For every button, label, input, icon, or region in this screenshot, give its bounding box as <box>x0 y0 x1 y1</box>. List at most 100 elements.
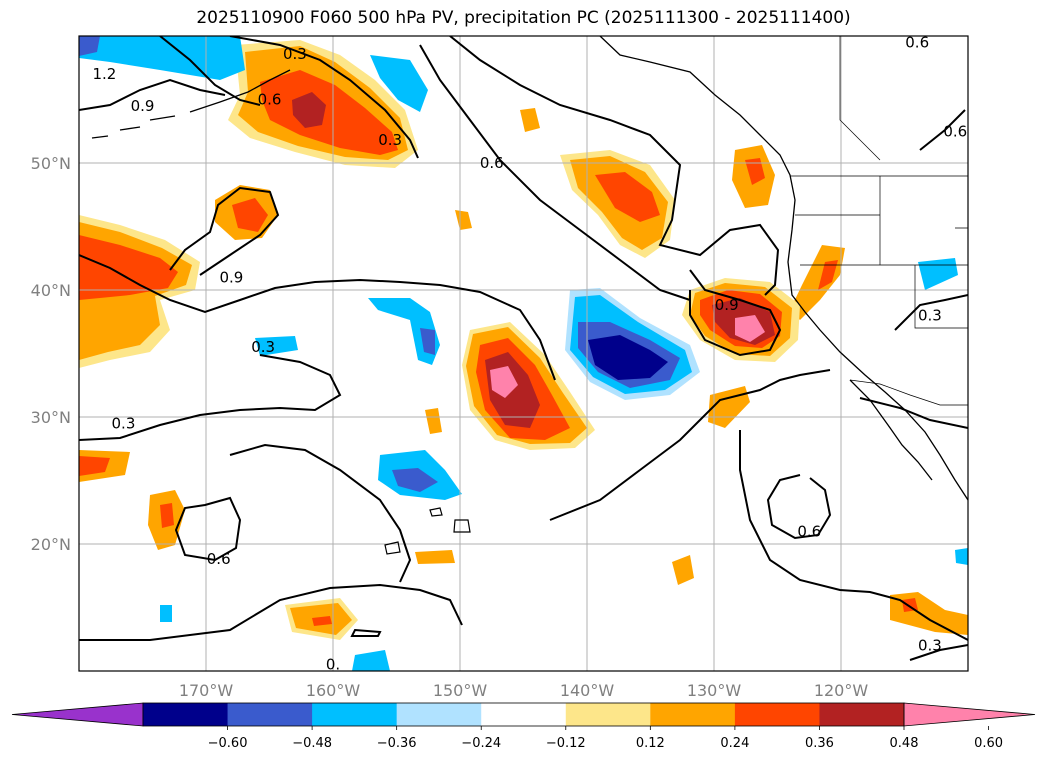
colorbar-tick-label: 0.60 <box>974 736 1003 751</box>
precip-negative-topleft-dark <box>79 36 100 56</box>
colorbar-segment <box>734 703 820 726</box>
pv-contour-0.6-loop-south <box>229 443 412 583</box>
lat-label-20: 20°N <box>31 535 71 554</box>
contour-label: 0.3 <box>112 414 136 432</box>
pv-contour-0.3-east <box>894 294 968 331</box>
pv-contour-0.9-bottom-small <box>350 628 382 637</box>
precip-negative-blob-small-1 <box>160 605 172 622</box>
contour-label: 0.6 <box>943 122 967 140</box>
precip-negative-blob-155w-25n-blue <box>392 468 438 492</box>
pv-contour-0.9-north <box>79 78 226 111</box>
colorbar-segment <box>650 703 736 726</box>
hawaii-oahu <box>384 541 401 555</box>
precip-shading <box>79 36 968 671</box>
colorbar-tick-label: 0.48 <box>890 736 919 751</box>
plot-border <box>78 35 969 672</box>
contour-label: 0.6 <box>480 154 504 172</box>
pv-contour-0.3-bottom <box>909 644 968 661</box>
precip-positive-alaska-red <box>260 70 398 155</box>
lat-label-30: 30°N <box>31 408 71 427</box>
precip-negative-blob-162w <box>255 336 298 356</box>
colorbar-segment <box>312 703 398 726</box>
contour-label: 0. <box>326 656 340 674</box>
precip-positive-blob-165w-red <box>232 198 268 232</box>
pv-contour-0.6-east-lower <box>739 430 968 641</box>
precip-positive-blob-175w-red <box>160 503 174 528</box>
precip-positive-alaska-dark <box>292 92 326 128</box>
lon-label-150: 150°W <box>433 681 488 700</box>
colorbar-tick-label: 0.24 <box>720 736 749 751</box>
contour-label: 0.9 <box>219 268 243 286</box>
contour-label: 0.6 <box>207 550 231 568</box>
precip-negative-blob-se <box>918 258 958 290</box>
lon-label-140: 140°W <box>560 681 615 700</box>
colorbar-segment <box>481 703 567 726</box>
precip-positive-california-red <box>818 260 838 290</box>
contour-label: 0.3 <box>918 637 942 655</box>
precip-positive-blob-150w <box>455 210 472 230</box>
latitude-labels: 20°N 30°N 40°N 50°N <box>31 154 71 554</box>
precip-negative-137w-dark <box>588 335 668 380</box>
pv-contour-0.3-north <box>229 36 419 159</box>
hawaii-maui <box>429 507 443 517</box>
colorbar-tick-label: −0.24 <box>461 736 501 751</box>
colorbar-tick-label: −0.60 <box>208 736 248 751</box>
pv-contour-0.6-loop-sw <box>174 496 242 562</box>
contour-label: 0.9 <box>715 296 739 314</box>
colorbar-tick-label: −0.48 <box>292 736 332 751</box>
map-plot-area: 1.2 0.9 0.3 0.6 0.3 0.6 0.6 0.6 0.9 0.9 0.3 0.3 0.3 0… <box>79 33 968 674</box>
colorbar-border <box>142 702 905 727</box>
coastlines <box>91 36 968 501</box>
precip-positive-128w-pink <box>735 315 765 342</box>
pv-contour-0.6-central <box>449 36 780 296</box>
pv-contour-0.9-west <box>79 254 556 381</box>
precip-positive-bc-coast-red <box>745 158 765 185</box>
pv-contour-0.6-south <box>79 583 463 641</box>
colorbar-segment <box>819 703 905 726</box>
colorbar-extend-low <box>11 702 144 727</box>
colorbar-segment <box>227 703 313 726</box>
colorbar-tick-label: 0.36 <box>805 736 834 751</box>
precip-positive-west-red <box>79 235 178 300</box>
precip-positive-ne-pacific-red <box>595 172 660 222</box>
pv-contour-0.3-se <box>859 397 968 429</box>
contour-label: 0.3 <box>251 338 275 356</box>
precip-negative-kodiak <box>370 55 428 112</box>
colorbar-tick-label: −0.12 <box>546 736 586 751</box>
political-borders <box>790 36 968 406</box>
contour-label: 1.2 <box>92 65 116 83</box>
precip-positive-blob-150w-20n <box>415 550 455 564</box>
lat-label-40: 40°N <box>31 281 71 300</box>
precip-positive-146w-pink <box>490 366 518 398</box>
contour-label: 0.6 <box>905 33 929 51</box>
colorbar-segment <box>143 703 229 726</box>
aleutians <box>91 115 176 139</box>
lon-label-160: 160°W <box>306 681 361 700</box>
colorbar-segment <box>565 703 651 726</box>
contour-label: 0.3 <box>283 45 307 63</box>
precip-negative-blob-155w <box>368 298 440 365</box>
pv-contour-0.9-east <box>689 269 782 357</box>
precip-positive-blob-180-27n-red <box>79 456 110 476</box>
state-borders <box>795 176 968 329</box>
precip-negative-blob-155w-blue <box>420 328 435 355</box>
precip-positive-blob-152w-31n <box>425 408 442 434</box>
lon-label-130: 130°W <box>687 681 742 700</box>
contour-labels: 1.2 0.9 0.3 0.6 0.3 0.6 0.6 0.6 0.9 0.9 0.3 0.3 0.3 0… <box>92 33 967 674</box>
precip-negative-blob-south <box>352 650 390 671</box>
pv-contour-0.3-middle <box>79 354 342 441</box>
pv-contour-0.6-long <box>419 44 691 301</box>
longitude-labels: 170°W 160°W 150°W 140°W 130°W 120°W <box>179 681 869 700</box>
colorbar-tick-label: 0.12 <box>636 736 665 751</box>
pv-contour-0.6-ne <box>919 109 966 151</box>
colorbar-segment <box>396 703 482 726</box>
contour-label: 0.6 <box>258 91 282 109</box>
precip-negative-topleft <box>79 36 245 80</box>
contour-label: 0.3 <box>378 131 402 149</box>
alaska-peninsula <box>189 69 291 113</box>
pv-contours <box>79 36 968 661</box>
us-mexico-border <box>849 379 968 406</box>
hawaiian-islands <box>384 507 471 555</box>
lon-label-170: 170°W <box>179 681 234 700</box>
